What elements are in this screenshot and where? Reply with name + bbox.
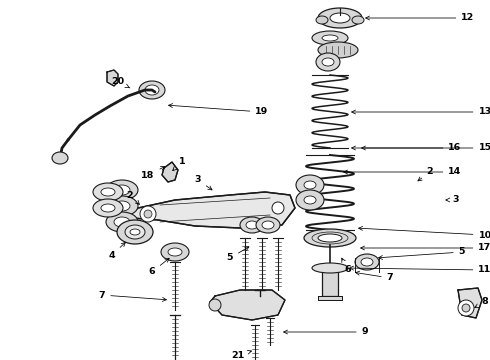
Text: 6: 6 (342, 258, 351, 274)
Ellipse shape (318, 8, 362, 28)
Ellipse shape (106, 180, 138, 200)
Ellipse shape (125, 225, 145, 239)
Ellipse shape (296, 190, 324, 210)
Polygon shape (107, 70, 118, 86)
Ellipse shape (117, 220, 153, 244)
Ellipse shape (139, 81, 165, 99)
Text: 5: 5 (379, 248, 465, 260)
Ellipse shape (93, 183, 123, 201)
Ellipse shape (330, 13, 350, 23)
Text: 13: 13 (352, 108, 490, 117)
Polygon shape (118, 192, 295, 228)
Ellipse shape (168, 248, 182, 256)
Polygon shape (210, 290, 285, 320)
Bar (322, 268, 338, 296)
Polygon shape (318, 296, 342, 300)
Text: 1: 1 (172, 158, 185, 171)
Ellipse shape (304, 196, 316, 204)
Text: 21: 21 (231, 350, 251, 360)
Ellipse shape (322, 35, 338, 41)
Ellipse shape (322, 58, 334, 66)
Ellipse shape (262, 221, 274, 229)
Text: 2: 2 (127, 190, 139, 204)
Text: 12: 12 (366, 13, 475, 22)
Polygon shape (458, 288, 482, 318)
Ellipse shape (316, 53, 340, 71)
Ellipse shape (318, 234, 342, 242)
Text: 3: 3 (195, 175, 212, 190)
Ellipse shape (114, 185, 130, 195)
Circle shape (140, 206, 156, 222)
Ellipse shape (352, 16, 364, 24)
Text: 10: 10 (359, 226, 490, 239)
Ellipse shape (312, 263, 348, 273)
Circle shape (462, 304, 470, 312)
Ellipse shape (101, 204, 115, 212)
Ellipse shape (161, 243, 189, 261)
Circle shape (458, 300, 474, 316)
Text: 15: 15 (362, 144, 490, 153)
Ellipse shape (114, 201, 130, 211)
Ellipse shape (296, 175, 324, 195)
Text: 7: 7 (356, 271, 393, 283)
Ellipse shape (361, 258, 373, 266)
Text: 5: 5 (227, 247, 249, 262)
Ellipse shape (93, 199, 123, 217)
Ellipse shape (246, 221, 258, 229)
Text: 3: 3 (446, 195, 459, 204)
Text: 9: 9 (284, 328, 368, 337)
Ellipse shape (130, 229, 140, 235)
Ellipse shape (318, 42, 358, 58)
Text: 20: 20 (111, 77, 130, 88)
Text: 18: 18 (141, 167, 165, 180)
Circle shape (272, 202, 284, 214)
Text: 11: 11 (350, 266, 490, 274)
Ellipse shape (304, 181, 316, 189)
Text: 4: 4 (109, 243, 125, 260)
Ellipse shape (106, 196, 138, 216)
Text: 19: 19 (169, 104, 269, 117)
Text: 2: 2 (418, 167, 433, 181)
Ellipse shape (316, 16, 328, 24)
Ellipse shape (114, 217, 130, 227)
Circle shape (144, 210, 152, 218)
Text: 6: 6 (148, 258, 169, 276)
Ellipse shape (106, 212, 138, 232)
Text: 8: 8 (475, 297, 489, 307)
Ellipse shape (256, 217, 280, 233)
Ellipse shape (52, 152, 68, 164)
Ellipse shape (304, 229, 356, 247)
Circle shape (209, 299, 221, 311)
Ellipse shape (312, 31, 348, 45)
Text: 14: 14 (343, 167, 462, 176)
Polygon shape (162, 162, 178, 182)
Ellipse shape (145, 85, 159, 95)
Ellipse shape (240, 217, 264, 233)
Text: 16: 16 (352, 144, 462, 153)
Text: 17: 17 (361, 243, 490, 252)
Ellipse shape (355, 254, 379, 270)
Text: 7: 7 (98, 291, 167, 301)
Ellipse shape (101, 188, 115, 196)
